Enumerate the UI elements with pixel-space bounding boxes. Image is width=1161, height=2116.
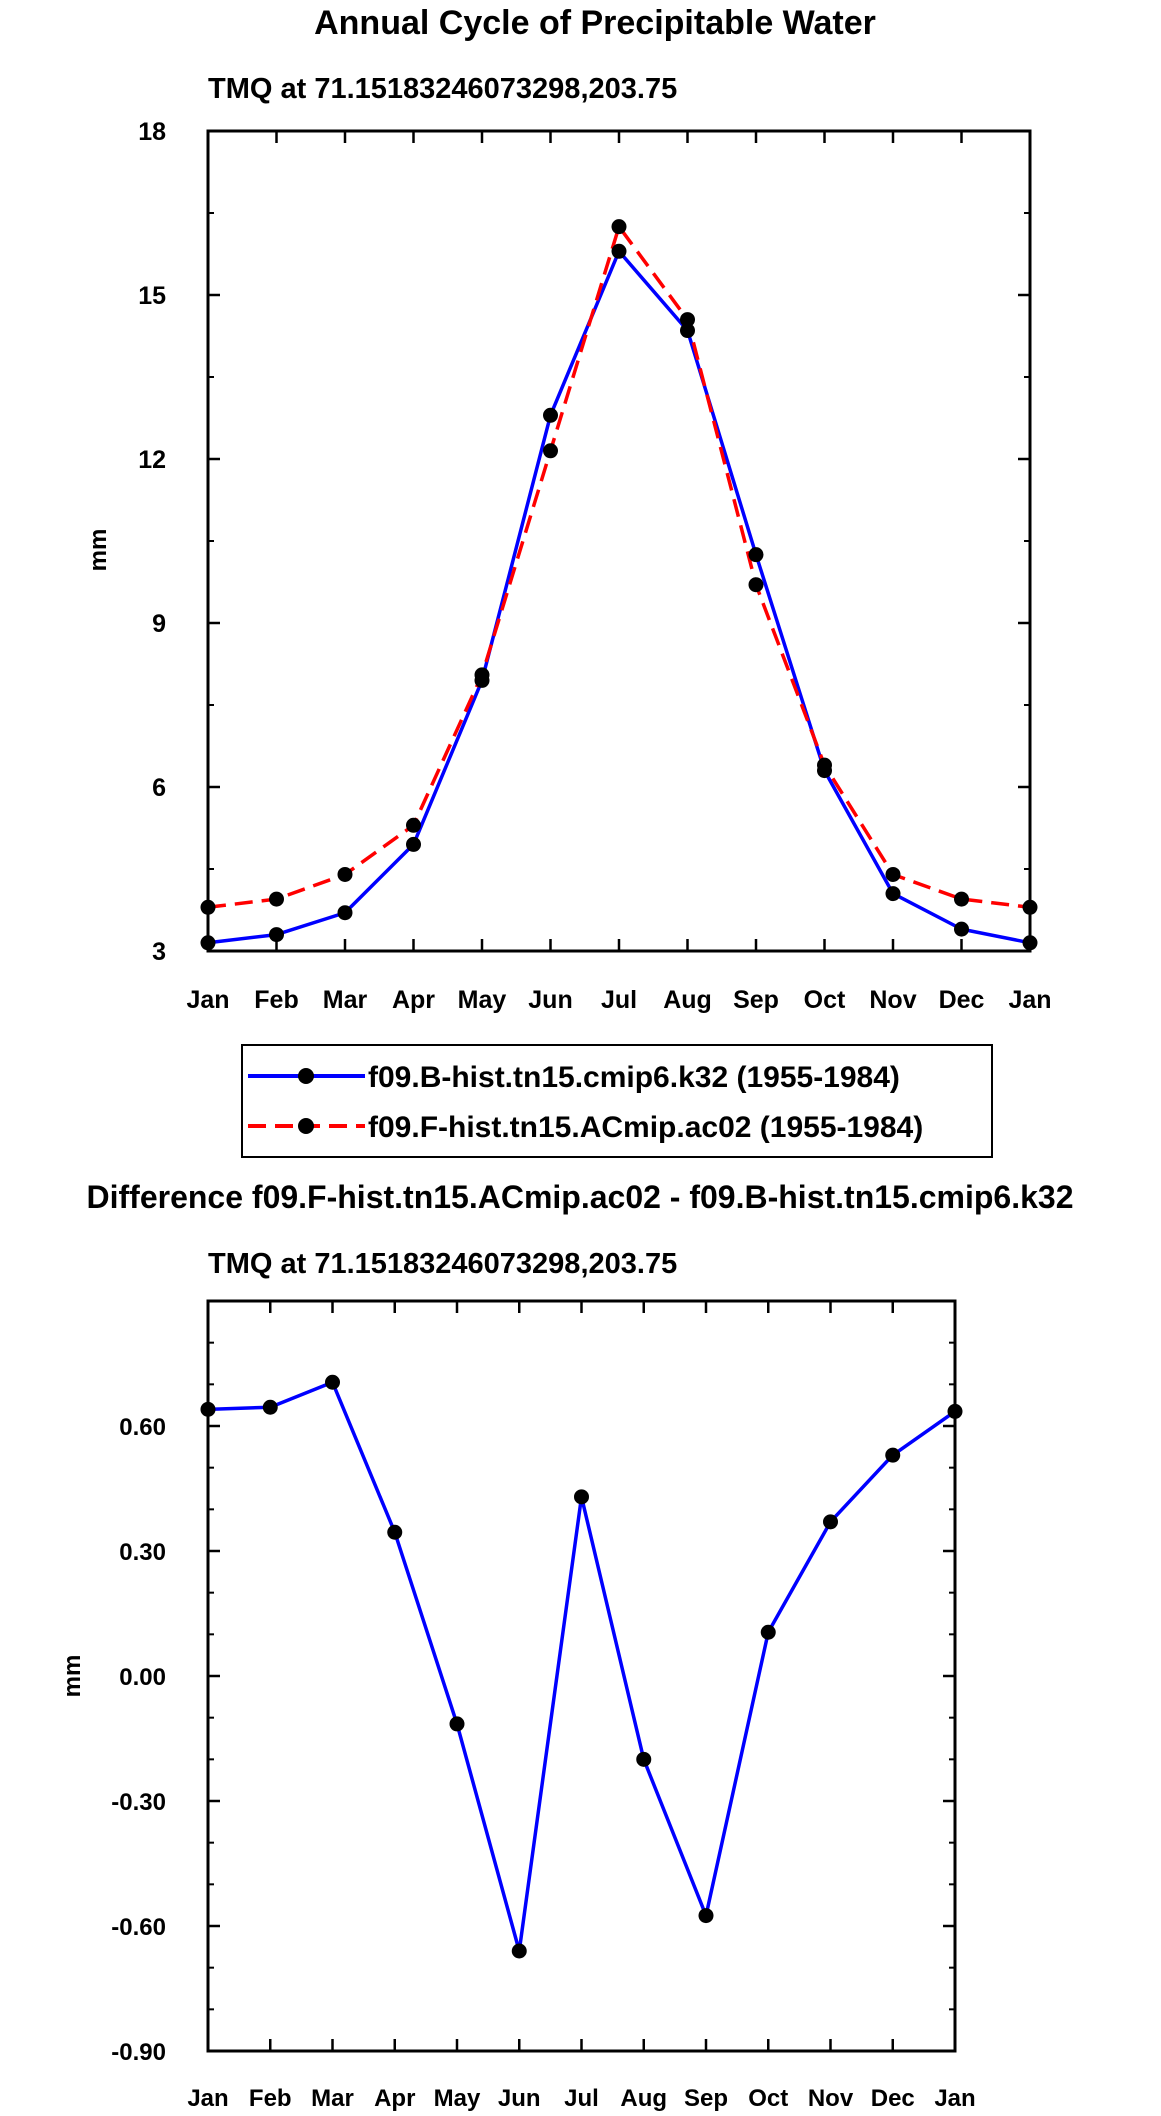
chart2-series-0-point [885, 1447, 901, 1463]
chart2-x-tick-label: Jul [564, 2085, 599, 2112]
chart2-series-0-point [511, 1943, 527, 1959]
chart2-series-0-point [760, 1624, 776, 1640]
chart1-axes: Jan Feb Mar Apr May Jun Jul Aug Sep Oct Nov Dec Jan 3… [138, 118, 1051, 1014]
chart2-x-tick-label: Nov [808, 2085, 854, 2112]
chart1-series-0-point [200, 935, 216, 951]
chart1-x-tick-label: Feb [254, 986, 298, 1014]
chart2-series-line-0 [207, 1380, 957, 1953]
chart1-series-line-0 [207, 249, 1031, 945]
chart1-series-1-point [406, 817, 421, 833]
chart1-x-tick-label: Oct [804, 986, 846, 1014]
chart2-x-tick-label: May [434, 2085, 481, 2112]
chart1-series-1-point [337, 866, 353, 882]
chart1-x-tick-label: Mar [323, 986, 368, 1014]
chart2-series [200, 1374, 963, 1959]
chart2-series-0-point [200, 1401, 216, 1417]
chart1-y-tick-label: 3 [152, 938, 166, 966]
chart2-x-tick-label: Jan [934, 2085, 975, 2112]
chart2-x-tick-label: Oct [748, 2085, 788, 2112]
chart2-plot-frame [206, 1299, 957, 2053]
chart2-x-tick-label: Jun [498, 2085, 541, 2112]
chart1-series-0-point [748, 547, 764, 563]
chart2-series-0-point [698, 1908, 714, 1924]
chart1-ylabel: mm [85, 529, 112, 572]
chart2-series-0-point [449, 1716, 465, 1732]
chart2-x-tick-label: Jan [187, 2085, 228, 2112]
chart1-x-tick-label: Jul [601, 986, 637, 1014]
chart1-series-0-point [543, 407, 558, 423]
chart1-subtitle: TMQ at 71.15183246073298,203.75 [208, 73, 677, 105]
annual-cycle-chart: Annual Cycle of Precipitable Water TMQ a… [85, 4, 1052, 1014]
chart2-series-0-point [387, 1524, 403, 1540]
chart1-series-0-point [885, 886, 901, 902]
chart2-y-tick-label: -0.60 [111, 1914, 166, 1941]
chart2-x-tick-label: Mar [311, 2085, 354, 2112]
chart1-series-1-point [269, 891, 284, 907]
chart1-series-1-point [543, 443, 558, 459]
chart1-y-tick-label: 18 [138, 118, 166, 146]
chart2-x-tick-label: Sep [684, 2085, 728, 2112]
chart2-y-tick-label: -0.30 [111, 1789, 166, 1816]
chart1-series-0-point [406, 836, 421, 852]
chart1-x-tick-label: Nov [869, 986, 916, 1014]
chart2-series-0-point [947, 1403, 963, 1419]
chart1-series-0-point [954, 921, 969, 937]
chart1-series-1-point [885, 866, 901, 882]
chart1-series-0-point [269, 927, 284, 943]
legend-box [241, 1044, 993, 1158]
chart1-series-1-point [474, 667, 490, 683]
chart2-series-0-point [636, 1751, 652, 1767]
chart1-series-1-point [680, 312, 695, 328]
chart1-x-tick-label: Aug [663, 986, 712, 1014]
chart2-title: Difference f09.F-hist.tn15.ACmip.ac02 - … [87, 1179, 1074, 1215]
chart1-title: Annual Cycle of Precipitable Water [314, 4, 876, 42]
chart1-series-1-point [200, 899, 216, 915]
chart2-x-tick-label: Dec [871, 2085, 915, 2112]
chart2-x-tick-label: Aug [620, 2085, 667, 2112]
chart1-series-1-point [611, 219, 627, 235]
chart1-y-tick-label: 15 [138, 282, 166, 310]
legend-label-model-f: f09.F-hist.tn15.ACmip.ac02 (1955-1984) [368, 1111, 923, 1144]
chart2-x-tick-label: Apr [374, 2085, 415, 2112]
chart1-series [200, 219, 1038, 951]
chart1-x-tick-label: Jan [1008, 986, 1051, 1014]
chart1-x-tick-label: Apr [392, 986, 435, 1014]
chart2-y-tick-label: -0.90 [111, 2039, 166, 2066]
chart1-x-tick-label: Jun [528, 986, 572, 1014]
chart2-axes: Jan Feb Mar Apr May Jun Jul Aug Sep Oct Nov Dec Jan-… [111, 1299, 976, 2112]
chart1-x-tick-label: Jan [186, 986, 229, 1014]
chart2-y-tick-label: 0.00 [119, 1664, 166, 1691]
chart1-series-0-point [611, 243, 627, 259]
legend-marker-model-f [298, 1118, 314, 1134]
chart2-y-tick-label: 0.30 [119, 1539, 166, 1566]
chart1-y-tick-label: 6 [152, 774, 166, 802]
chart1-x-tick-label: Sep [733, 986, 779, 1014]
chart2-subtitle: TMQ at 71.15183246073298,203.75 [208, 1248, 677, 1280]
chart2-series-0-point [325, 1374, 340, 1390]
chart1-series-line-1 [207, 224, 1031, 910]
difference-chart: Difference f09.F-hist.tn15.ACmip.ac02 - … [59, 1179, 1073, 2112]
chart1-series-1-point [954, 891, 969, 907]
chart2-ylabel: mm [59, 1655, 86, 1698]
chart2-y-tick-label: 0.60 [119, 1414, 166, 1441]
chart1-legend: f09.B-hist.tn15.cmip6.k32 (1955-1984) f0… [241, 1044, 993, 1158]
chart1-series-0-point [337, 905, 353, 921]
chart2-x-tick-label: Feb [249, 2085, 292, 2112]
chart1-y-tick-label: 12 [138, 446, 166, 474]
chart1-series-1-point [817, 757, 832, 773]
chart2-series-0-point [823, 1514, 838, 1530]
chart1-series-0-point [680, 323, 695, 339]
chart2-series-0-point [574, 1489, 589, 1505]
legend-label-model-b: f09.B-hist.tn15.cmip6.k32 (1955-1984) [368, 1061, 900, 1094]
chart1-series-1-point [748, 577, 764, 593]
chart1-series-0-point [1022, 935, 1038, 951]
chart1-x-tick-label: Dec [939, 986, 985, 1014]
chart1-y-tick-label: 9 [152, 610, 166, 638]
chart1-series-1-point [1022, 899, 1038, 915]
chart2-series-0-point [262, 1399, 278, 1415]
legend-marker-model-b [298, 1068, 314, 1084]
chart1-x-tick-label: May [458, 986, 507, 1014]
